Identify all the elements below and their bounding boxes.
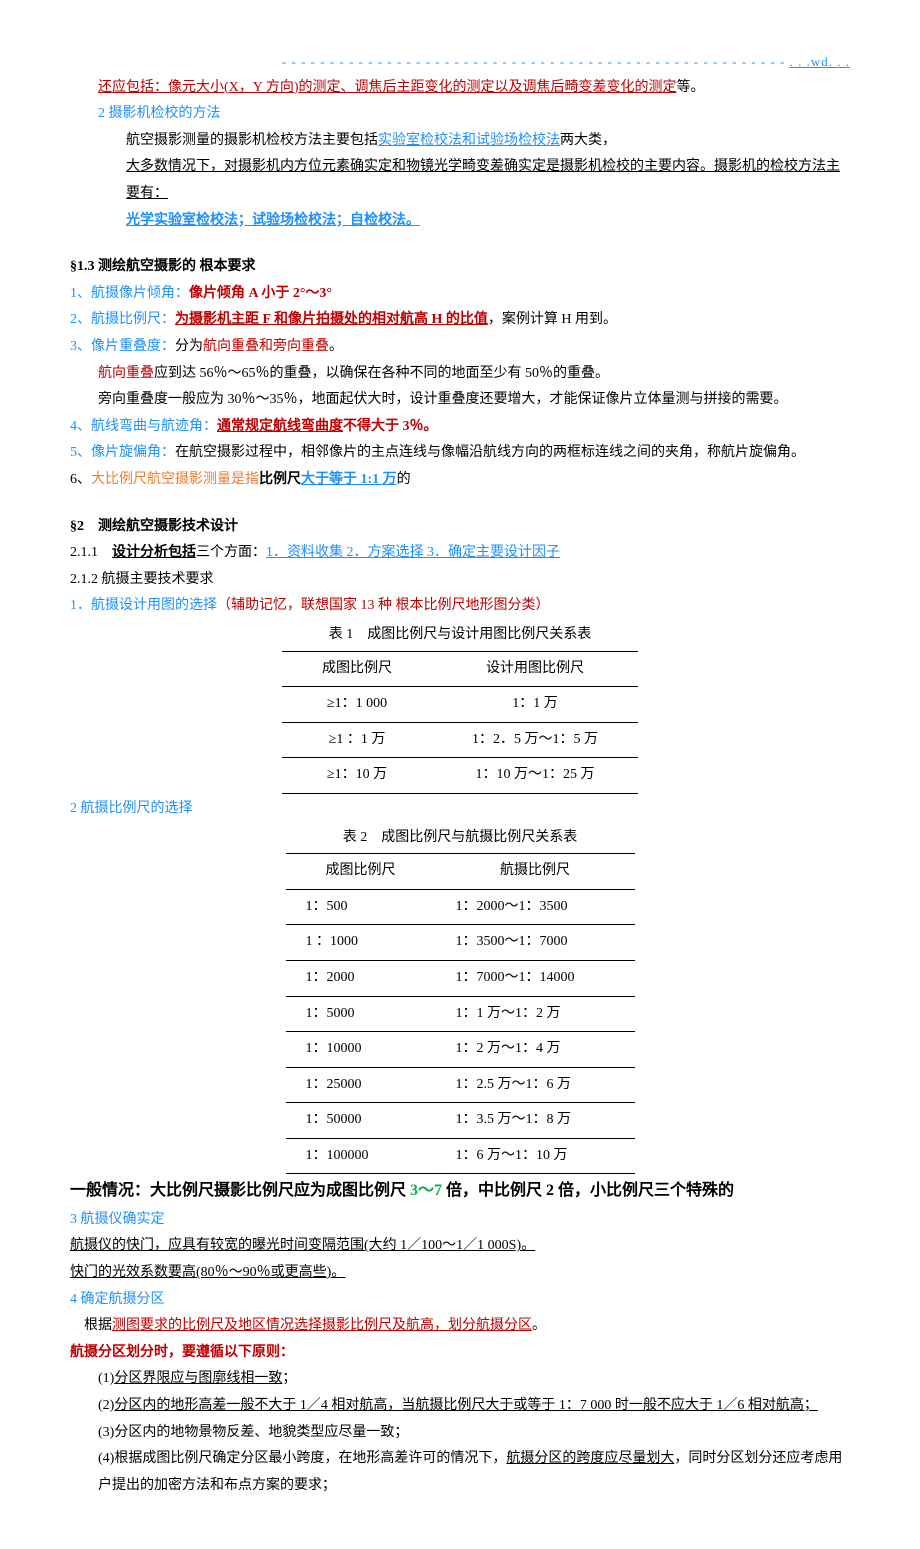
summary-line: 一般情况：大比例尺摄影比例尺应为成图比例尺 3～7 倍，中比例尺 2 倍，小比例…	[70, 1176, 850, 1206]
table-cell: 1：3.5 万～1：8 万	[436, 1103, 635, 1139]
rule-1: (1)分区界限应与图廓线相一致；	[70, 1366, 850, 1393]
paragraph: 根据测图要求的比例尺及地区情况选择摄影比例尺及航高，划分航摄分区。	[70, 1313, 850, 1340]
rules-heading: 航摄分区划分时，要遵循以下原则：	[70, 1340, 850, 1367]
item-4: 4、航线弯曲与航迹角：通常规定航线弯曲度不得大于 3％。	[70, 414, 850, 441]
table-cell: 1：2．5 万～1：5 万	[432, 722, 638, 758]
rule-2: (2)分区内的地形高差一般不大于 1／4 相对航高，当航摄比例尺大于或等于 1：…	[70, 1393, 850, 1420]
table-2-caption: 表 2 成图比例尺与航摄比例尺关系表	[286, 825, 635, 852]
item-6: 6、大比例尺航空摄影测量是指比例尺大于等于 1:1 万的	[70, 467, 850, 494]
table-cell: 1：1 万～1：2 万	[436, 996, 635, 1032]
table-cell: 1：7000～1：14000	[436, 960, 635, 996]
item-design-map: 1．航摄设计用图的选择（辅助记忆，联想国家 13 种 根本比例尺地形图分类）	[70, 593, 850, 620]
item-1: 1、航摄像片倾角：像片倾角 A 小于 2°～3°	[70, 281, 850, 308]
paragraph: 快门的光效系数要高(80％～90％或更高些)。	[70, 1260, 850, 1287]
table-cell: 1：500	[286, 889, 436, 925]
item-3-line3: 旁向重叠度一般应为 30％～35％，地面起伏大时，设计重叠度还要增大，才能保证像…	[70, 387, 850, 414]
item-212: 2.1.2 航摄主要技术要求	[70, 567, 850, 594]
heading-scale-choice: 2 航摄比例尺的选择	[70, 796, 850, 823]
paragraph: 还应包括：像元大小(X，Y 方向)的测定、调焦后主距变化的测定以及调焦后畸变差变…	[70, 75, 850, 102]
table-cell: 1：100000	[286, 1138, 436, 1174]
table-cell: 1：2.5 万～1：6 万	[436, 1067, 635, 1103]
item-211: 2.1.1 设计分析包括三个方面：1．资料收集 2．方案选择 3．确定主要设计因…	[70, 540, 850, 567]
heading-2: 2 摄影机检校的方法	[70, 101, 850, 128]
table-cell: 1：50000	[286, 1103, 436, 1139]
table-cell: ≥1：1 000	[282, 687, 432, 723]
item-5: 5、像片旋偏角：在航空摄影过程中，相邻像片的主点连线与像幅沿航线方向的两框标连线…	[70, 440, 850, 467]
item-3-line2: 航向重叠应到达 56％～65％的重叠，以确保在各种不同的地面至少有 50％的重叠…	[70, 361, 850, 388]
paragraph: 航空摄影测量的摄影机检校方法主要包括实验室检校法和试验场检校法两大类，	[70, 128, 850, 155]
table-cell: 1：10000	[286, 1032, 436, 1068]
table-cell: 1：6 万～1：10 万	[436, 1138, 635, 1174]
page-header: - - - - - - - - - - - - - - - - - - - - …	[70, 50, 850, 75]
table-cell: 1 ：1000	[286, 925, 436, 961]
table-cell: ≥1：10 万	[282, 758, 432, 794]
rule-3: (3)分区内的地物景物反差、地貌类型应尽量一致；	[70, 1420, 850, 1447]
table-cell: ≥1 ：1 万	[282, 722, 432, 758]
heading-4: 4 确定航摄分区	[70, 1287, 850, 1314]
rule-4: (4)根据成图比例尺确定分区最小跨度，在地形高差许可的情况下，航摄分区的跨度应尽…	[70, 1446, 850, 1499]
table-1: 表 1 成图比例尺与设计用图比例尺关系表 成图比例尺设计用图比例尺 ≥1：1 0…	[282, 622, 638, 794]
table-1-caption: 表 1 成图比例尺与设计用图比例尺关系表	[282, 622, 638, 649]
paragraph: 光学实验室检校法；试验场检校法；自检校法。	[70, 208, 850, 235]
table-cell: 1：2 万～1：4 万	[436, 1032, 635, 1068]
item-2: 2、航摄比例尺：为摄影机主距 F 和像片拍摄处的相对航高 H 的比值，案例计算 …	[70, 307, 850, 334]
heading-3: 3 航摄仪确实定	[70, 1207, 850, 1234]
paragraph: 航摄仪的快门，应具有较宽的曝光时间变隔范围(大约 1／100～1／1 000S)…	[70, 1233, 850, 1260]
table-cell: 1：25000	[286, 1067, 436, 1103]
table-cell: 1：2000	[286, 960, 436, 996]
table-cell: 1：5000	[286, 996, 436, 1032]
table-cell: 1：1 万	[432, 687, 638, 723]
table-cell: 1：2000～1：3500	[436, 889, 635, 925]
paragraph: 大多数情况下，对摄影机内方位元素确实定和物镜光学畸变差确实定是摄影机检校的主要内…	[70, 154, 850, 207]
section-1-3-title: §1.3 测绘航空摄影的 根本要求	[70, 254, 850, 281]
item-3: 3、像片重叠度：分为航向重叠和旁向重叠。	[70, 334, 850, 361]
table-cell: 1：3500～1：7000	[436, 925, 635, 961]
section-2-title: §2 测绘航空摄影技术设计	[70, 514, 850, 541]
table-cell: 1：10 万～1：25 万	[432, 758, 638, 794]
table-2: 表 2 成图比例尺与航摄比例尺关系表 成图比例尺航摄比例尺 1：5001：200…	[286, 825, 635, 1175]
